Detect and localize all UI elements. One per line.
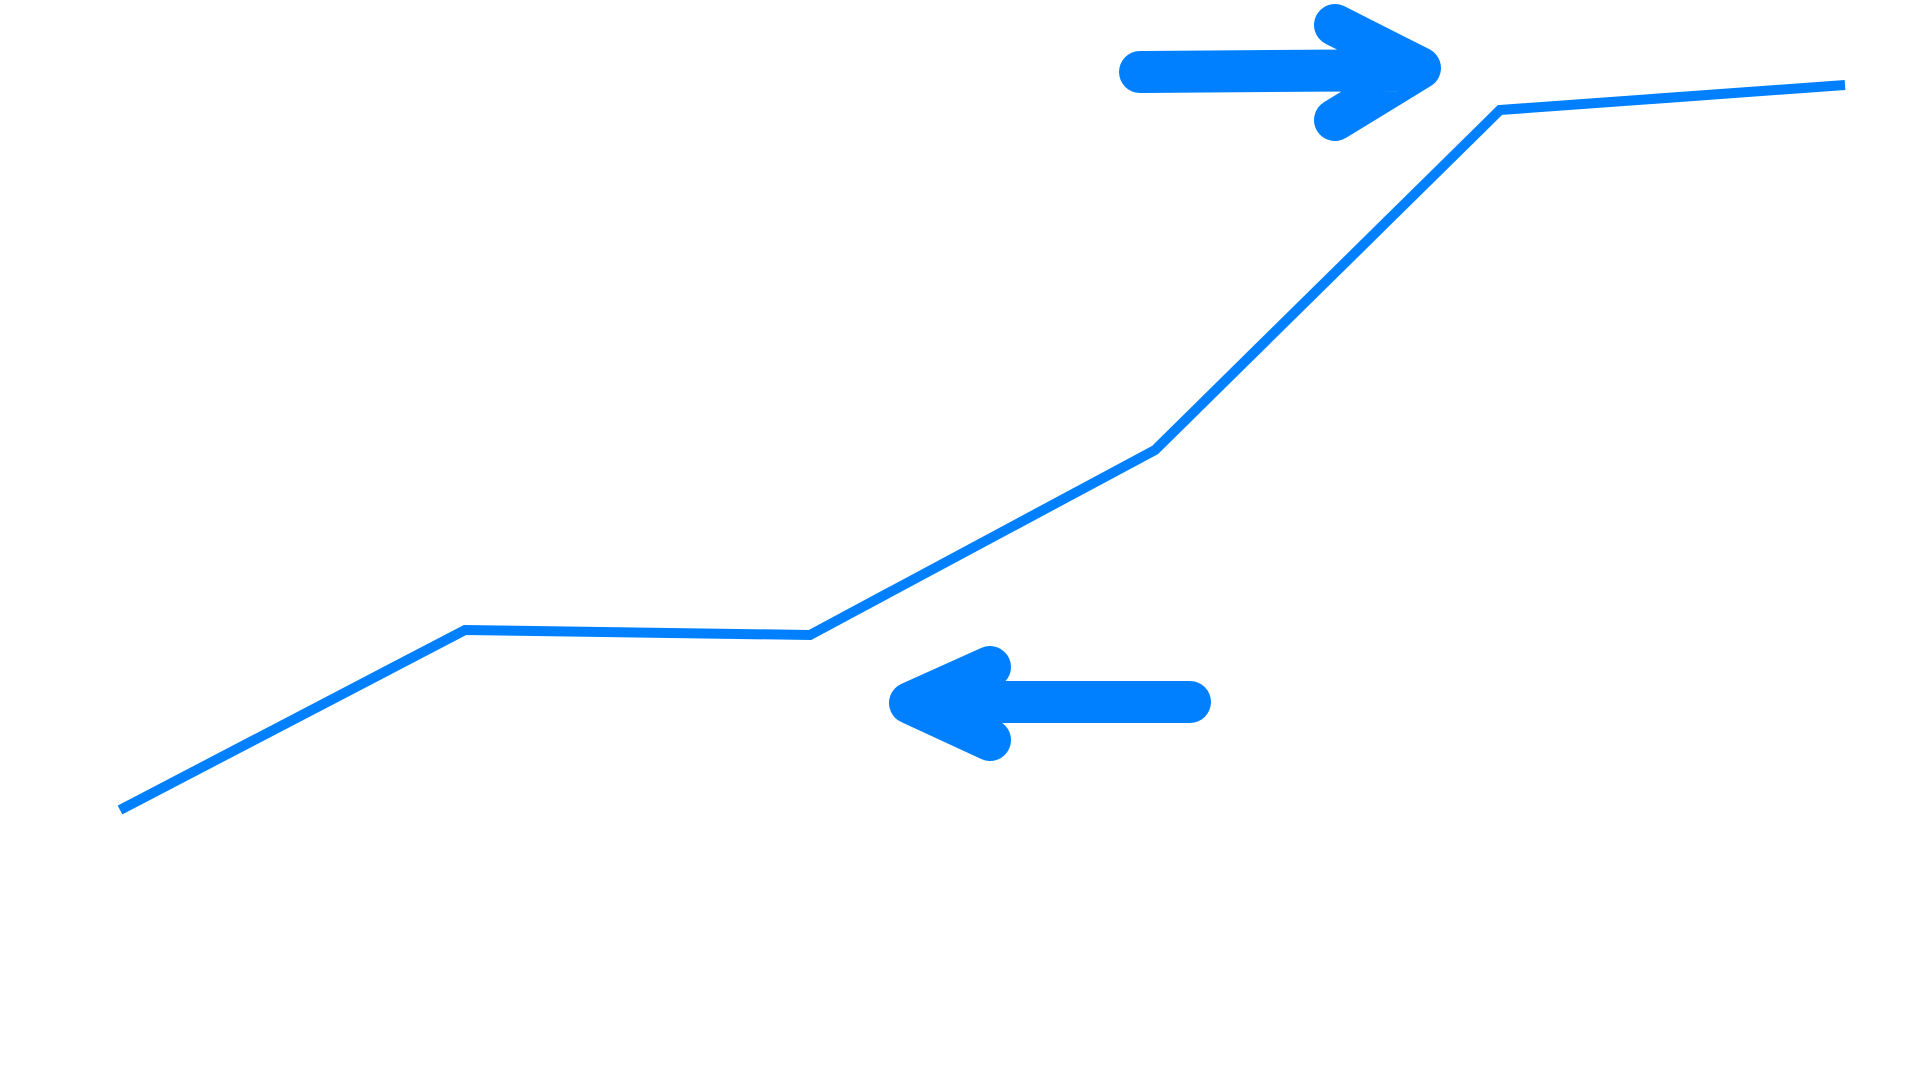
series-line-trend [117,80,1846,815]
left-arrow-annotation [889,646,1211,761]
series-layer [117,80,1846,815]
annotation-layer [889,4,1441,761]
right-arrow-annotation [1119,4,1441,141]
